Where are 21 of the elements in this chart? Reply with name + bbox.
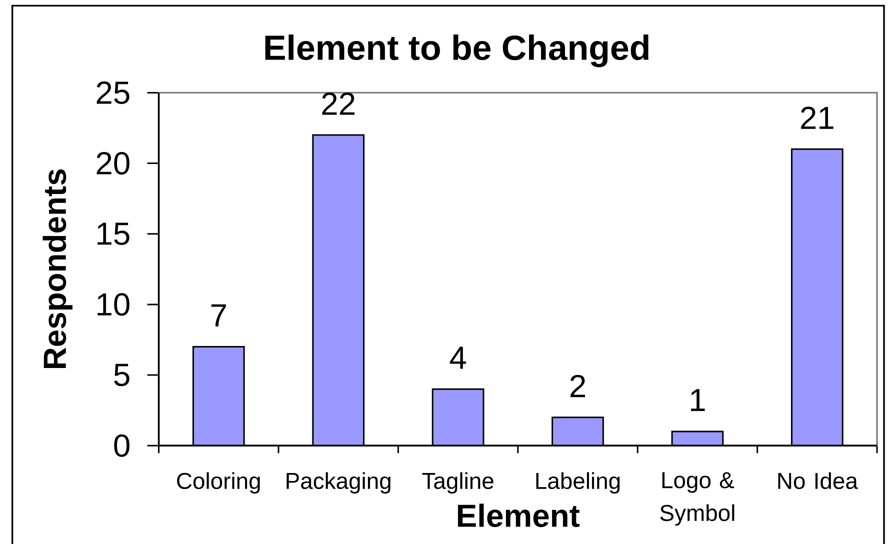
data-label: 7	[211, 304, 226, 326]
chart-title: Element to be Changed	[265, 34, 648, 68]
y-tick-label: 20	[96, 152, 130, 174]
x-tick-label: Labeling	[536, 472, 620, 494]
x-tick-label: Packaging	[286, 472, 390, 494]
x-tick-label: Logo & Symbol	[660, 472, 734, 526]
y-tick-label: 15	[98, 222, 130, 245]
data-label: 1	[691, 388, 705, 411]
x-tick-label: No Idea	[778, 472, 858, 489]
y-axis-title: Respondents	[42, 169, 72, 368]
data-label: 2	[570, 374, 586, 397]
x-tick-label: Coloring	[177, 472, 260, 494]
y-tick-label: 5	[114, 364, 130, 386]
y-tick-label: 25	[96, 81, 130, 104]
x-axis-title: Element	[458, 504, 580, 527]
data-label: 22	[322, 92, 354, 115]
y-tick-label: 0	[114, 434, 130, 457]
x-tick-label: Tagline	[422, 472, 494, 494]
data-label: 21	[801, 106, 834, 129]
y-tick-label: 10	[98, 293, 130, 316]
data-label: 4	[450, 346, 466, 369]
